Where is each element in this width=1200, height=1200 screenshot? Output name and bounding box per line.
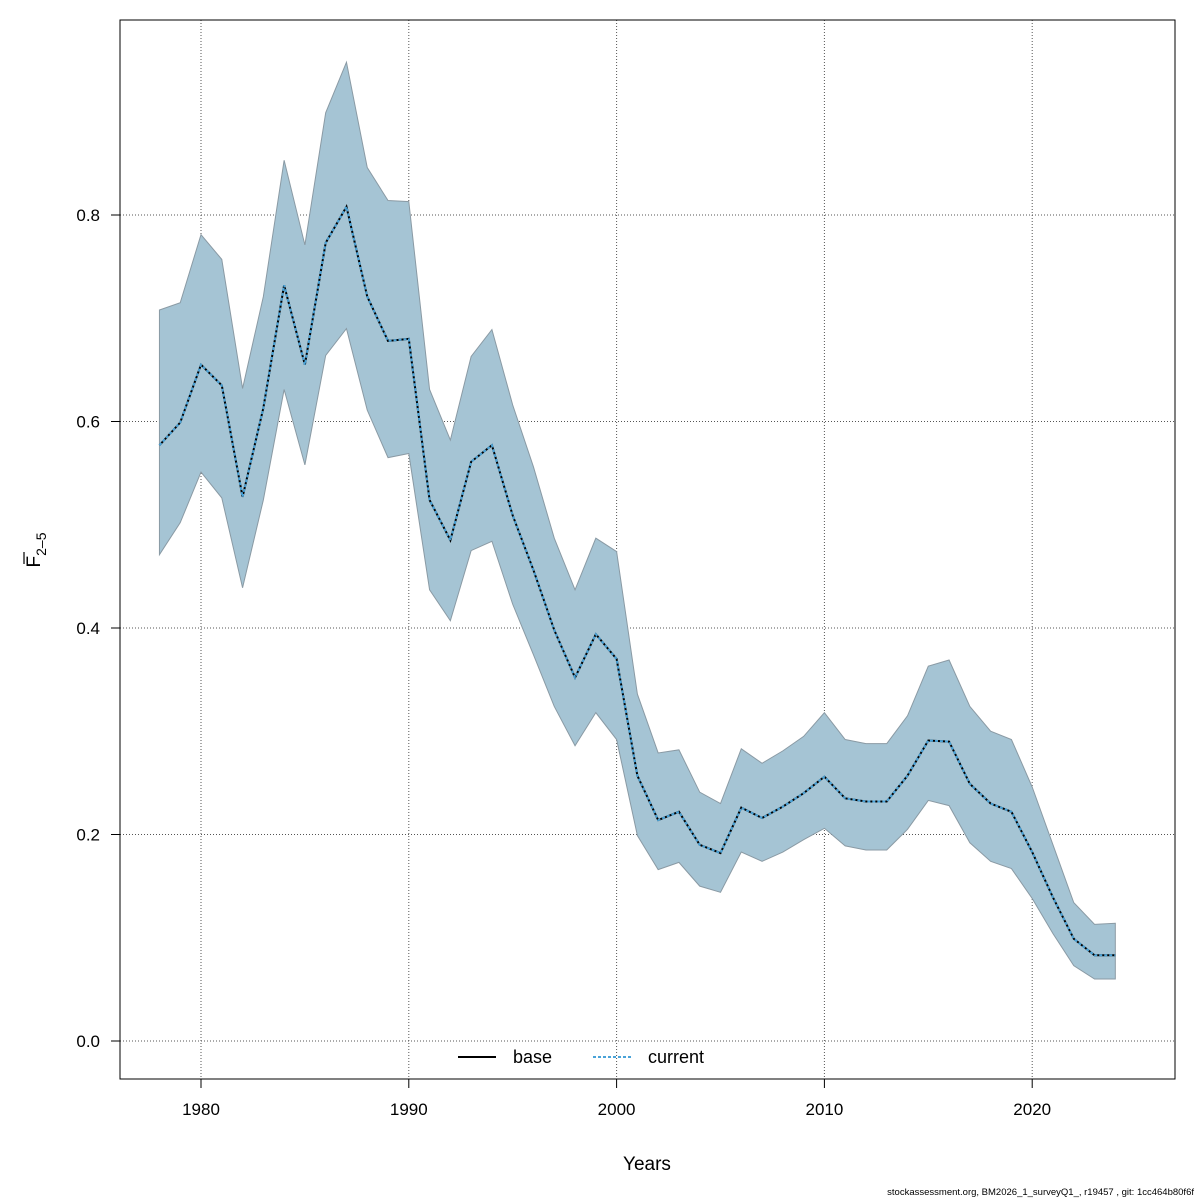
grid [120,20,1175,1079]
x-axis-label: Years [623,1154,671,1175]
legend: base current [458,1047,704,1067]
x-tick-label: 2000 [598,1100,636,1119]
x-tick-label: 1980 [182,1100,220,1119]
y-axis-label: F2–5 [23,532,49,567]
series-layer [158,204,1116,957]
y-tick-label: 0.2 [76,826,100,845]
y-axis-label-main: F2–5 [24,532,49,567]
y-tick-label: 0.4 [76,619,100,638]
y-axis: 0.0 0.2 0.4 0.6 0.8 [76,206,120,1051]
legend-current-label: current [648,1047,704,1067]
x-tick-label: 2020 [1013,1100,1051,1119]
plot-frame [119,19,1176,1080]
footer-note: stockassessment.org, BM2026_1_surveyQ1_,… [887,1187,1194,1198]
y-tick-label: 0.8 [76,206,100,225]
confidence-band-layer [158,60,1116,980]
x-tick-label: 1990 [390,1100,428,1119]
y-tick-label: 0.6 [76,413,100,432]
series-line-current [158,204,1116,957]
confidence-band [158,60,1116,980]
legend-base-label: base [513,1047,552,1067]
x-tick-label: 2010 [805,1100,843,1119]
x-axis: 1980 1990 2000 2010 2020 [159,1078,1116,1119]
y-tick-label: 0.0 [76,1032,100,1051]
